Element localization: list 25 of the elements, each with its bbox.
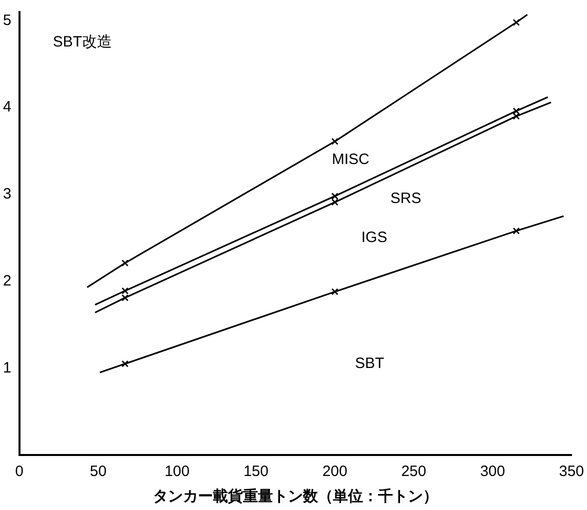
y-tick-label: 1	[3, 359, 12, 376]
x-tick-label: 350	[558, 463, 584, 480]
y-tick-label: 3	[3, 186, 12, 203]
y-tick-label: 2	[3, 272, 12, 290]
x-tick-label: 200	[322, 463, 348, 480]
y-tick-label: 5	[3, 12, 12, 29]
x-tick-label: 100	[164, 463, 190, 480]
annotation: SBT改造	[52, 34, 112, 51]
x-tick-label: 0	[15, 463, 24, 480]
x-tick-label: 50	[90, 463, 107, 480]
point	[122, 260, 129, 267]
point	[512, 18, 520, 26]
point	[122, 360, 129, 368]
x-axis-title: タンカー載貨重量トン数（単位：千トン）	[152, 488, 438, 506]
x-tick-label: 300	[480, 463, 506, 480]
point	[331, 138, 338, 145]
annotation: MISC	[332, 150, 370, 168]
x-tick-label: 250	[401, 463, 426, 480]
y-tick-label: 4	[3, 98, 12, 116]
annotation: SBT	[354, 354, 384, 372]
point	[512, 227, 520, 234]
x-tick-label: 150	[243, 463, 268, 480]
annotation: IGS	[361, 228, 388, 246]
point	[331, 288, 338, 296]
annotation: SRS	[390, 190, 422, 207]
